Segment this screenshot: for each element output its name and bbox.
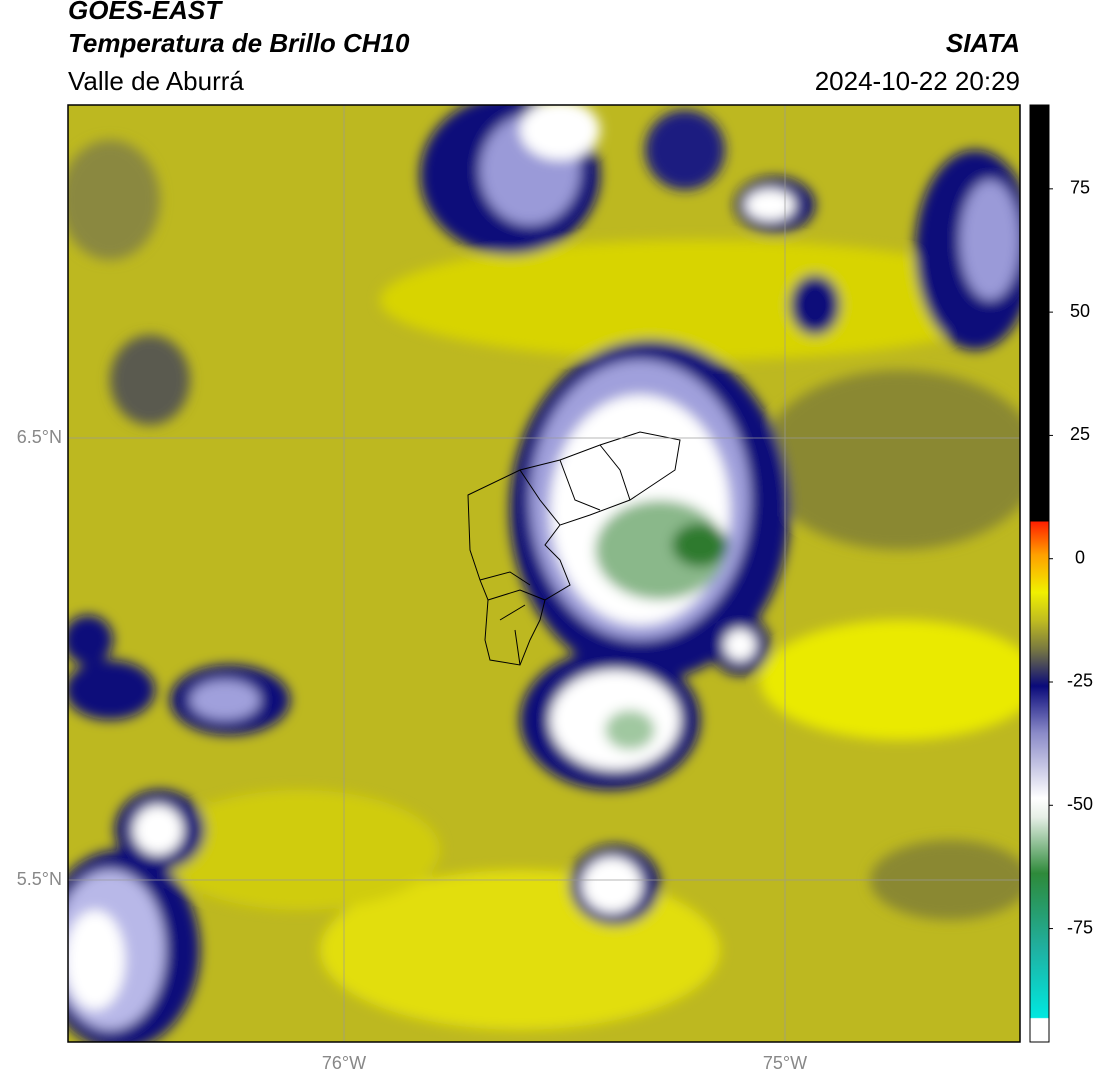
colorbar-tick-label: -50 [1067,794,1093,814]
colorbar-tick-label: -75 [1067,917,1093,937]
satellite-image [68,105,1020,1042]
lon-label: 76°W [322,1053,366,1073]
colorbar-tick-label: 25 [1070,424,1090,444]
municipality-boundaries [467,431,681,666]
lat-label: 5.5°N [17,869,62,889]
map-frame [67,104,1021,1043]
lat-label: 6.5°N [17,427,62,447]
colorbar-tick-label: 75 [1070,178,1090,198]
colorbar-tick-label: 0 [1075,547,1085,567]
colorbar [1029,104,1050,1043]
colorbar-tick-label: -25 [1067,671,1093,691]
datetime: 2024-10-22 20:29 [815,66,1020,96]
graticule [68,105,1020,1042]
subtitle: Temperatura de Brillo CH10 [68,28,410,58]
title: GOES-EAST [68,0,223,25]
region: Valle de Aburrá [68,66,244,96]
colorbar-tick-label: 50 [1070,301,1090,321]
lon-label: 75°W [763,1053,807,1073]
agency: SIATA [946,28,1020,58]
colorbar-ticks: 75 50 25 0 -25 -50 -75 [1049,178,1093,937]
